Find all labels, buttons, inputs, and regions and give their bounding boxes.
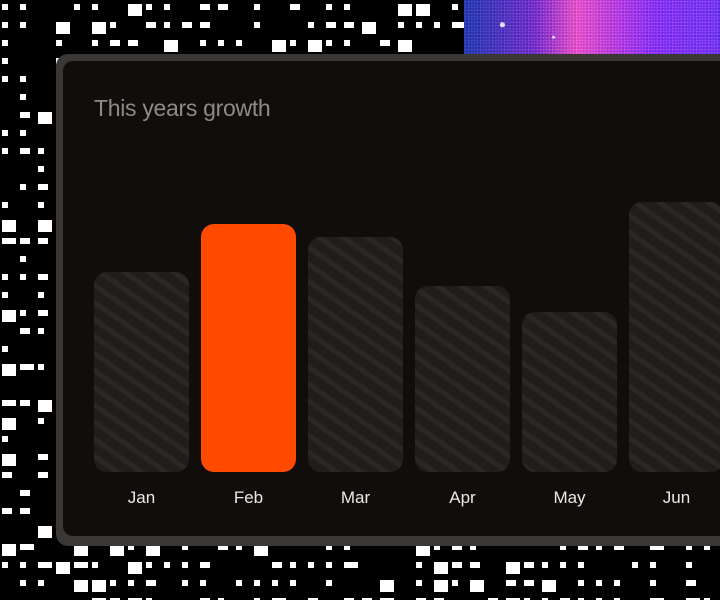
bar-jan[interactable] [94, 272, 189, 472]
x-label-jan: Jan [128, 488, 155, 507]
x-label-jun: Jun [663, 488, 690, 507]
bar-jun[interactable] [629, 202, 720, 472]
bar-feb[interactable] [201, 224, 296, 472]
x-label-apr: Apr [449, 488, 476, 507]
gradient-noise-decoration [464, 0, 720, 62]
bar-may[interactable] [522, 312, 617, 472]
x-label-feb: Feb [234, 488, 263, 507]
x-label-may: May [553, 488, 586, 507]
bar-mar[interactable] [308, 237, 403, 472]
x-label-mar: Mar [341, 488, 371, 507]
chart-title: This years growth [94, 95, 271, 121]
bar-apr[interactable] [415, 286, 510, 472]
